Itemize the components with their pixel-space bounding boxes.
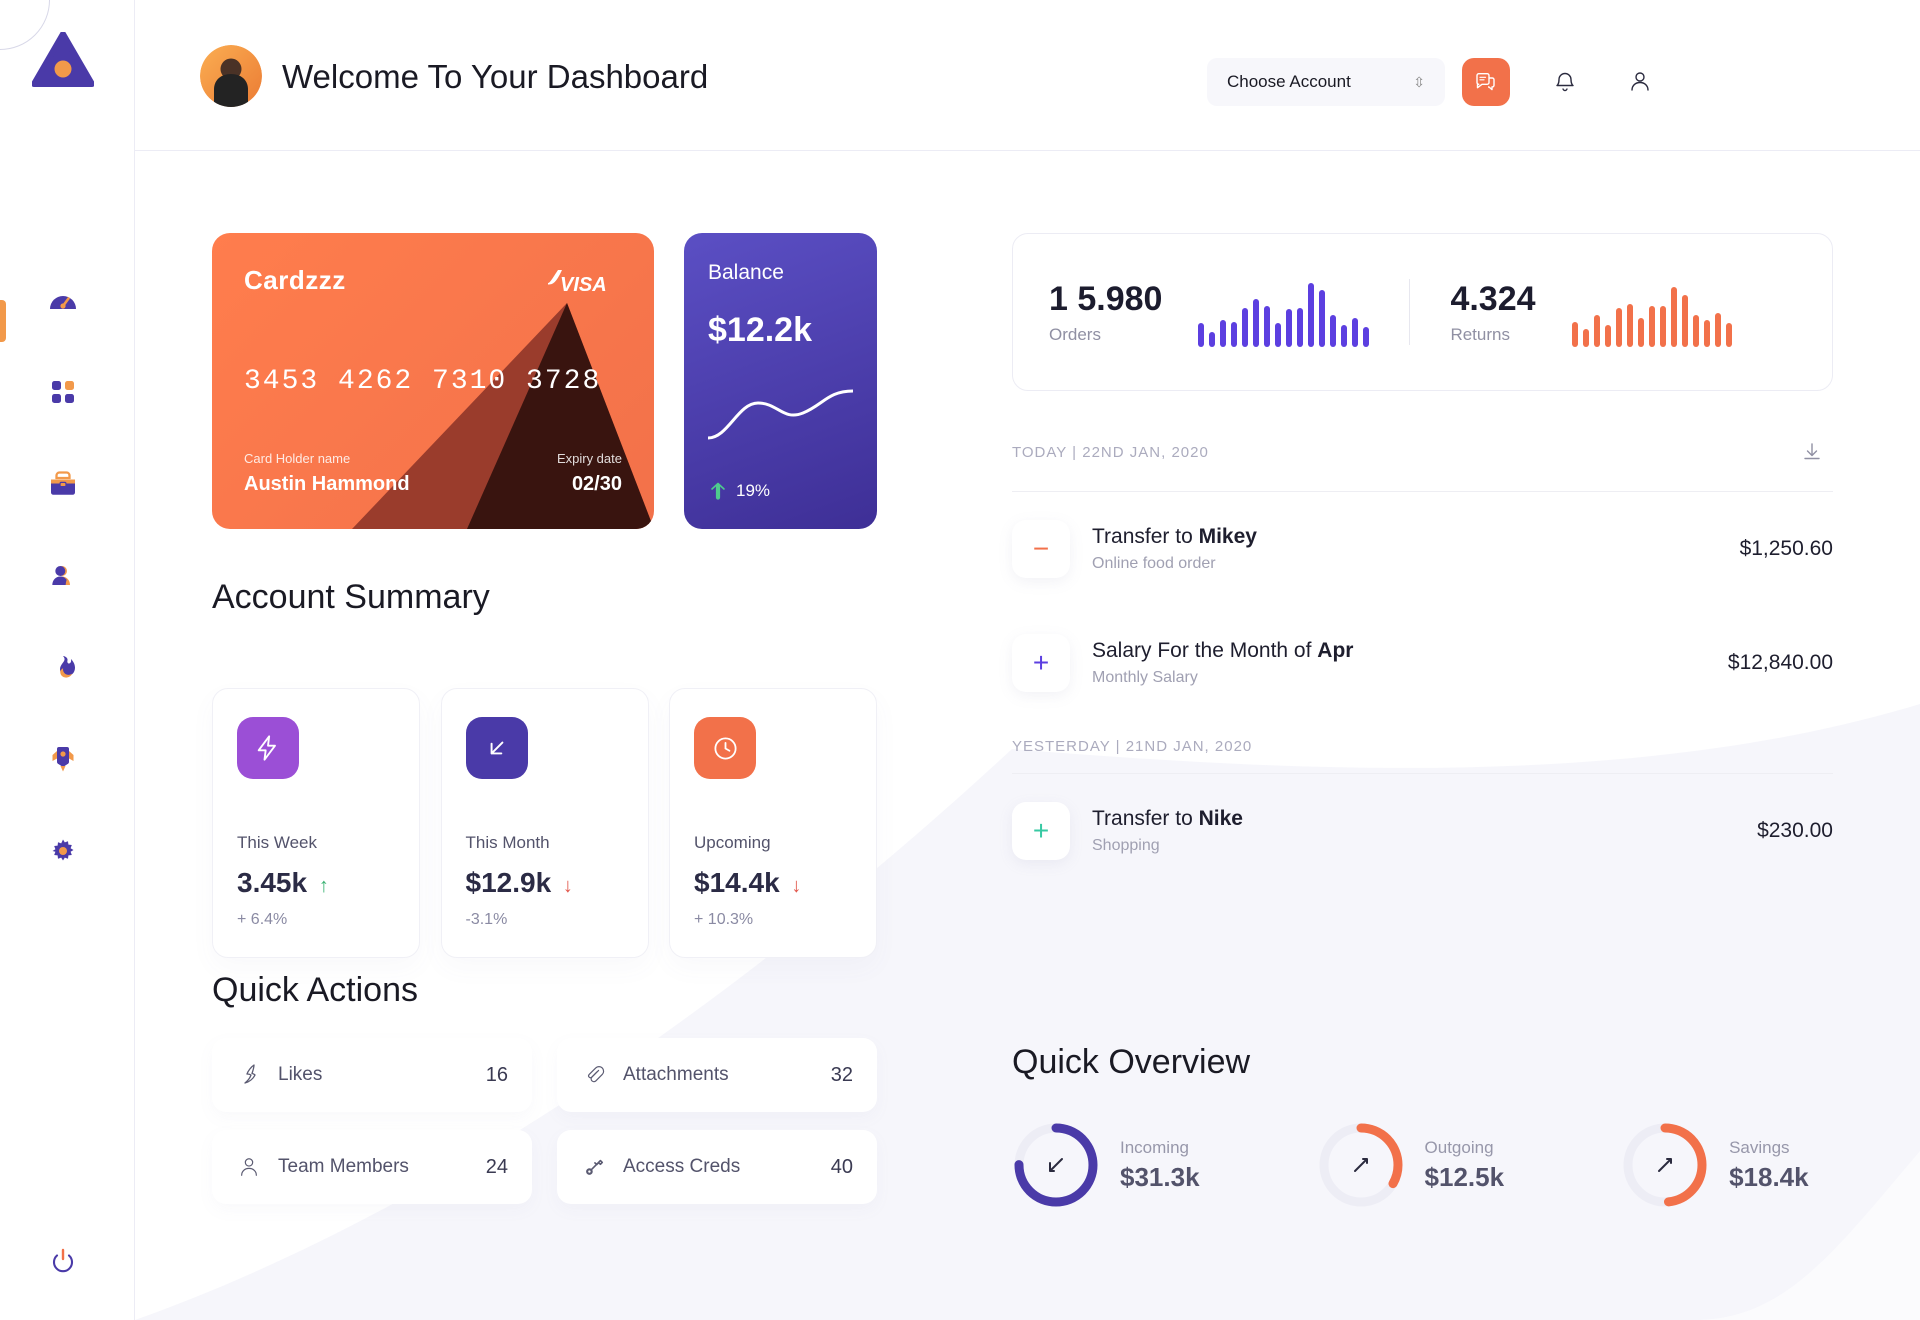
- svg-text:VISA: VISA: [560, 274, 607, 295]
